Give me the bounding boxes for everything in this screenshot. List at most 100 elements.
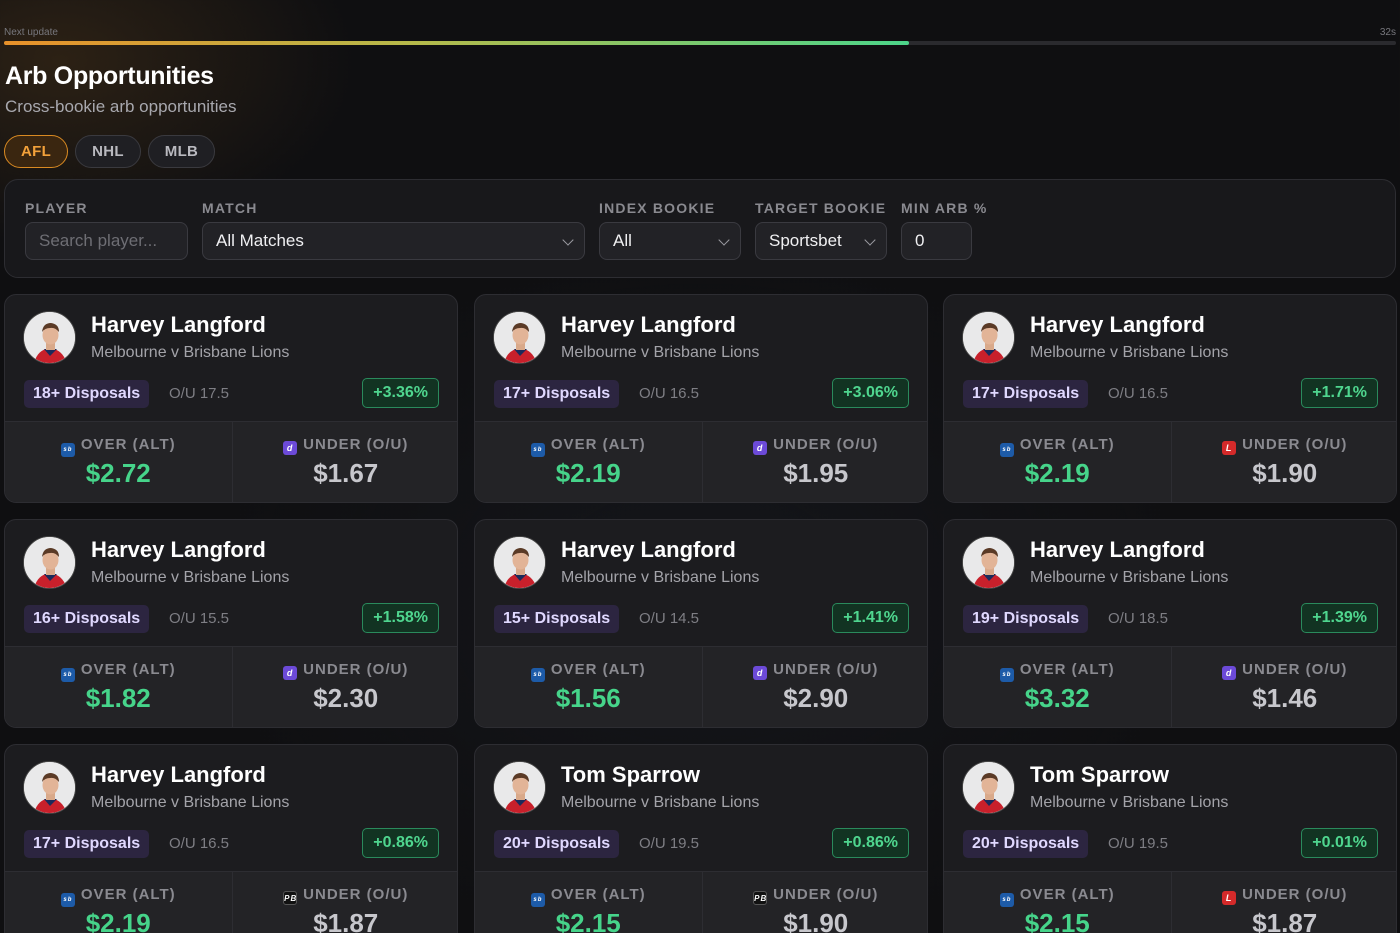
min-arb-label: MIN ARB % (901, 200, 988, 216)
market-badge: 17+ Disposals (24, 830, 150, 858)
market-badge: 18+ Disposals (24, 380, 150, 408)
player-name: Harvey Langford (561, 312, 736, 337)
match-name: Melbourne v Brisbane Lions (91, 344, 290, 361)
over-label-wrap: sb OVER (ALT) (5, 436, 232, 457)
market-badge: 15+ Disposals (494, 605, 620, 633)
under-label: UNDER (O/U) (773, 661, 879, 678)
match-name: Melbourne v Brisbane Lions (561, 794, 760, 811)
page-title: Arb Opportunities (5, 62, 214, 90)
player-name: Tom Sparrow (561, 762, 700, 787)
under-price: $2.30 (313, 683, 379, 713)
dabble-logo-icon: d (283, 441, 298, 455)
odds-row: sb OVER (ALT) $2.19 d UNDER (O/U) $1.95 (475, 421, 927, 502)
arb-card[interactable]: Harvey Langford Melbourne v Brisbane Lion… (474, 519, 928, 728)
under-label-wrap: d UNDER (O/U) (233, 661, 458, 680)
line-text: O/U 18.5 (1108, 610, 1169, 627)
over-price: $2.15 (1024, 908, 1090, 933)
player-name: Harvey Langford (1030, 537, 1205, 562)
over-label-wrap: sb OVER (ALT) (475, 436, 702, 457)
match-filter-label: MATCH (202, 200, 258, 216)
match-select[interactable]: All Matches (202, 222, 585, 260)
arb-card[interactable]: Harvey Langford Melbourne v Brisbane Lion… (4, 519, 458, 728)
under-odds-cell[interactable]: d UNDER (O/U) $1.67 (231, 422, 457, 502)
over-odds-cell[interactable]: sb OVER (ALT) $2.72 (5, 422, 232, 502)
over-label-wrap: sb OVER (ALT) (5, 886, 232, 907)
under-label-wrap: L UNDER (O/U) (1172, 436, 1397, 455)
arb-percent-badge: +1.39% (1301, 603, 1378, 633)
over-odds-cell[interactable]: sb OVER (ALT) $2.19 (944, 422, 1171, 502)
odds-row: sb OVER (ALT) $2.15 L UNDER (O/U) $1.87 (944, 871, 1396, 933)
chevron-down-icon (718, 234, 730, 246)
player-avatar (493, 311, 546, 364)
player-search-input[interactable]: Search player... (25, 222, 188, 260)
under-label: UNDER (O/U) (1242, 661, 1348, 678)
over-odds-cell[interactable]: sb OVER (ALT) $2.19 (5, 872, 232, 933)
next-update-label: Next update (4, 27, 58, 38)
arb-percent-badge: +3.36% (362, 378, 439, 408)
arb-card[interactable]: Harvey Langford Melbourne v Brisbane Lion… (4, 744, 458, 933)
over-odds-cell[interactable]: sb OVER (ALT) $3.32 (944, 647, 1171, 727)
arb-card[interactable]: Tom Sparrow Melbourne v Brisbane Lions 20+… (943, 744, 1397, 933)
player-avatar (23, 761, 76, 814)
over-odds-cell[interactable]: sb OVER (ALT) $1.82 (5, 647, 232, 727)
under-price: $1.46 (1252, 683, 1318, 713)
over-label: OVER (ALT) (80, 436, 176, 453)
arb-card[interactable]: Harvey Langford Melbourne v Brisbane Lion… (943, 519, 1397, 728)
min-arb-input[interactable]: 0 (901, 222, 972, 260)
match-name: Melbourne v Brisbane Lions (1030, 344, 1229, 361)
player-avatar (962, 761, 1015, 814)
arb-card[interactable]: Harvey Langford Melbourne v Brisbane Lion… (4, 294, 458, 503)
arb-percent-badge: +0.01% (1301, 828, 1378, 858)
under-odds-cell[interactable]: PB UNDER (O/U) $1.87 (231, 872, 457, 933)
tab-mlb[interactable]: MLB (147, 135, 216, 168)
over-odds-cell[interactable]: sb OVER (ALT) $1.56 (475, 647, 702, 727)
under-odds-cell[interactable]: d UNDER (O/U) $2.30 (231, 647, 458, 727)
ladbrokes-logo-icon: L (1222, 441, 1237, 455)
match-name: Melbourne v Brisbane Lions (561, 569, 760, 586)
arb-percent-badge: +1.71% (1301, 378, 1378, 408)
under-odds-cell[interactable]: PB UNDER (O/U) $1.90 (701, 872, 928, 933)
under-label: UNDER (O/U) (303, 661, 409, 678)
under-label-wrap: PB UNDER (O/U) (703, 886, 928, 905)
market-badge: 20+ Disposals (494, 830, 620, 858)
under-price: $2.90 (783, 683, 849, 713)
arb-card[interactable]: Harvey Langford Melbourne v Brisbane Lion… (943, 294, 1397, 503)
chevron-down-icon (562, 234, 574, 246)
under-label-wrap: d UNDER (O/U) (1172, 661, 1397, 680)
market-badge: 19+ Disposals (963, 605, 1089, 633)
over-price: $2.19 (1024, 458, 1090, 488)
under-label: UNDER (O/U) (773, 886, 879, 903)
target-bookie-filter: TARGET BOOKIE Sportsbet (755, 200, 887, 260)
match-name: Melbourne v Brisbane Lions (1030, 569, 1229, 586)
under-odds-cell[interactable]: d UNDER (O/U) $1.46 (1170, 647, 1397, 727)
under-odds-cell[interactable]: d UNDER (O/U) $1.95 (701, 422, 927, 502)
sportsbet-logo-icon: sb (60, 893, 75, 907)
sportsbet-logo-icon: sb (60, 443, 75, 457)
sportsbet-logo-icon: sb (60, 668, 75, 682)
under-price: $1.87 (313, 908, 379, 933)
index-bookie-select[interactable]: All (599, 222, 741, 260)
tab-afl[interactable]: AFL (4, 135, 69, 168)
pointsbet-logo-icon: PB (283, 891, 298, 905)
under-odds-cell[interactable]: d UNDER (O/U) $2.90 (701, 647, 927, 727)
over-label: OVER (ALT) (1019, 886, 1115, 903)
under-odds-cell[interactable]: L UNDER (O/U) $1.87 (1170, 872, 1396, 933)
arb-card[interactable]: Tom Sparrow Melbourne v Brisbane Lions 20+… (474, 744, 928, 933)
over-label: OVER (ALT) (1019, 661, 1115, 678)
over-label-wrap: sb OVER (ALT) (944, 661, 1171, 682)
target-bookie-select[interactable]: Sportsbet (755, 222, 887, 260)
over-odds-cell[interactable]: sb OVER (ALT) $2.15 (475, 872, 702, 933)
arb-card[interactable]: Harvey Langford Melbourne v Brisbane Lion… (474, 294, 928, 503)
odds-row: sb OVER (ALT) $2.15 PB UNDER (O/U) $1.90 (475, 871, 928, 933)
match-name: Melbourne v Brisbane Lions (1030, 794, 1229, 811)
player-name: Harvey Langford (561, 537, 736, 562)
sportsbet-logo-icon: sb (999, 893, 1014, 907)
over-price: $1.56 (555, 683, 621, 713)
under-odds-cell[interactable]: L UNDER (O/U) $1.90 (1170, 422, 1397, 502)
over-odds-cell[interactable]: sb OVER (ALT) $2.19 (475, 422, 702, 502)
tab-nhl[interactable]: NHL (75, 135, 141, 168)
ladbrokes-logo-icon: L (1222, 891, 1237, 905)
dabble-logo-icon: d (753, 441, 768, 455)
over-odds-cell[interactable]: sb OVER (ALT) $2.15 (944, 872, 1171, 933)
arb-percent-badge: +1.41% (832, 603, 909, 633)
